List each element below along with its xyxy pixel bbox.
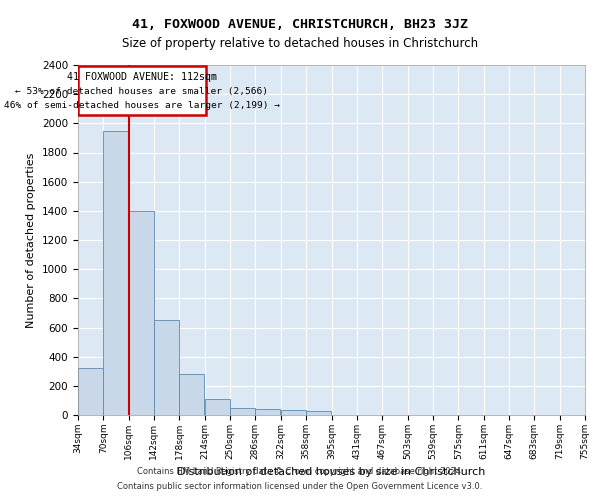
Bar [103,130,128,415]
Text: 46% of semi-detached houses are larger (2,199) →: 46% of semi-detached houses are larger (… [4,100,280,110]
Bar [154,320,179,415]
Bar [78,368,103,415]
Bar [179,374,205,415]
Text: Contains HM Land Registry data © Crown copyright and database right 2024.: Contains HM Land Registry data © Crown c… [137,467,463,476]
Bar [306,412,331,415]
Text: Contains public sector information licensed under the Open Government Licence v3: Contains public sector information licen… [118,482,482,491]
Bar [78,66,206,114]
Bar [230,408,255,415]
Bar [256,409,280,415]
Bar [205,399,230,415]
Text: 41, FOXWOOD AVENUE, CHRISTCHURCH, BH23 3JZ: 41, FOXWOOD AVENUE, CHRISTCHURCH, BH23 3… [132,18,468,30]
Text: Size of property relative to detached houses in Christchurch: Size of property relative to detached ho… [122,38,478,51]
Text: ← 53% of detached houses are smaller (2,566): ← 53% of detached houses are smaller (2,… [16,87,268,96]
X-axis label: Distribution of detached houses by size in Christchurch: Distribution of detached houses by size … [178,468,485,477]
Bar [281,410,305,415]
Y-axis label: Number of detached properties: Number of detached properties [26,152,37,328]
Bar [129,211,154,415]
Text: 41 FOXWOOD AVENUE: 112sqm: 41 FOXWOOD AVENUE: 112sqm [67,72,217,83]
